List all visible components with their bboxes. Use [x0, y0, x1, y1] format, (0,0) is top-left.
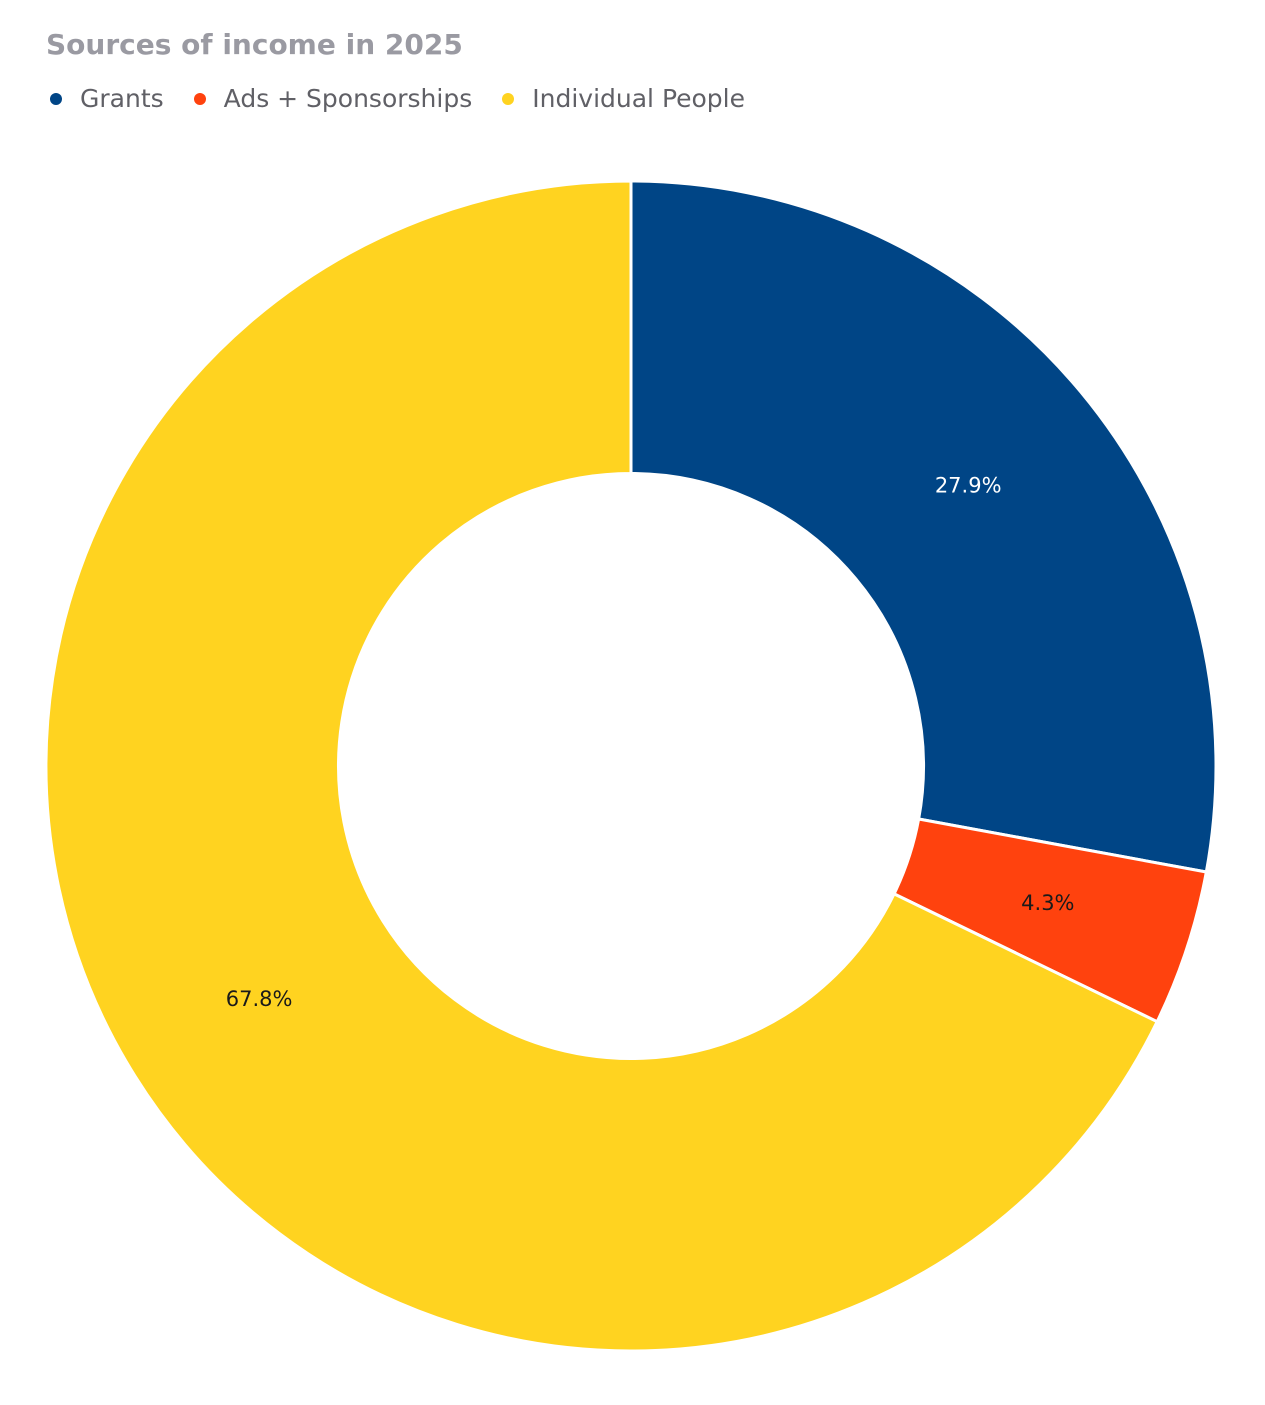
legend-label-ads-sponsorships: Ads + Sponsorships — [223, 84, 473, 113]
chart-title: Sources of income in 2025 — [46, 28, 463, 61]
legend-item-grants[interactable]: Grants — [50, 84, 164, 113]
donut-labels: 27.9% 4.3% 67.8% — [226, 473, 1075, 1010]
slice-grants[interactable] — [629, 179, 1218, 874]
legend-item-individual-people[interactable]: Individual People — [502, 84, 745, 113]
legend-marker-ads-sponsorships — [193, 92, 206, 105]
legend-marker-grants — [50, 92, 62, 105]
legend-label-individual-people: Individual People — [532, 84, 746, 113]
slice-label-grants: 27.9% — [935, 473, 1002, 497]
legend-label-grants: Grants — [80, 84, 164, 113]
legend-marker-individual-people — [502, 92, 515, 105]
slice-label-ads-sponsorships: 4.3% — [1021, 891, 1074, 915]
donut-slices — [44, 179, 1218, 1353]
slice-label-individual-people: 67.8% — [226, 987, 293, 1011]
legend: Grants Ads + Sponsorships Individual Peo… — [50, 84, 745, 113]
slice-individual-people[interactable] — [44, 179, 1159, 1353]
legend-item-ads-sponsorships[interactable]: Ads + Sponsorships — [193, 84, 473, 113]
